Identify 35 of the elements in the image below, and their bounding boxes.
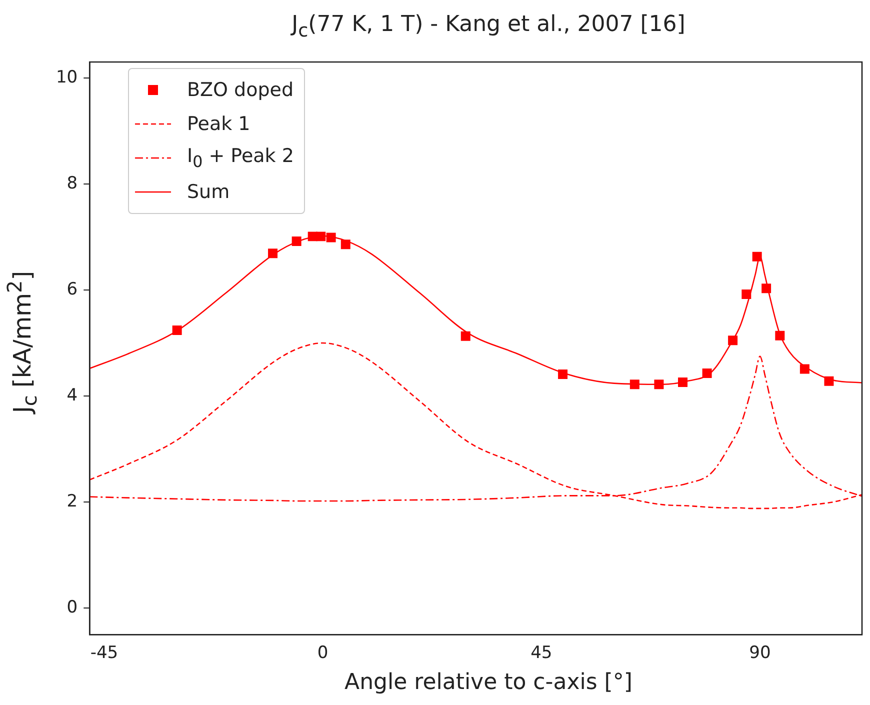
- legend-label: I$_{0}$ + Peak 2: [187, 145, 294, 171]
- point: [268, 248, 278, 258]
- y-tick-label: 2: [66, 491, 78, 512]
- y-tick-label: 8: [66, 173, 78, 194]
- point: [678, 377, 688, 387]
- point: [824, 376, 834, 386]
- point: [800, 364, 810, 374]
- point: [752, 252, 762, 262]
- legend-label: BZO doped: [187, 79, 294, 101]
- x-tick-label: 45: [530, 643, 552, 664]
- point: [340, 240, 350, 250]
- point: [762, 284, 772, 294]
- point: [654, 380, 664, 390]
- x-tick-label: 90: [749, 643, 771, 664]
- point: [702, 368, 712, 378]
- point: [630, 380, 640, 390]
- point: [728, 336, 738, 346]
- x-tick-label: -45: [90, 643, 118, 664]
- legend-label: Sum: [187, 181, 230, 203]
- point: [775, 330, 785, 340]
- x-axis-title: Angle relative to c-axis [°]: [344, 670, 634, 695]
- point: [460, 331, 470, 341]
- y-tick-label: 10: [56, 67, 78, 88]
- point: [172, 326, 182, 336]
- y-tick-label: 4: [66, 385, 78, 406]
- point: [316, 232, 326, 242]
- point: [292, 236, 302, 246]
- point: [742, 289, 752, 299]
- y-tick-label: 6: [66, 279, 78, 300]
- y-tick-label: 0: [66, 598, 78, 618]
- point: [558, 370, 568, 380]
- chart-title: J$_{c}$(77 K, 1 T) - Kang et al., 2007 [16]: [290, 12, 686, 42]
- point: [326, 232, 336, 242]
- x-tick-label: 0: [317, 643, 328, 664]
- legend-label: Peak 1: [187, 113, 250, 135]
